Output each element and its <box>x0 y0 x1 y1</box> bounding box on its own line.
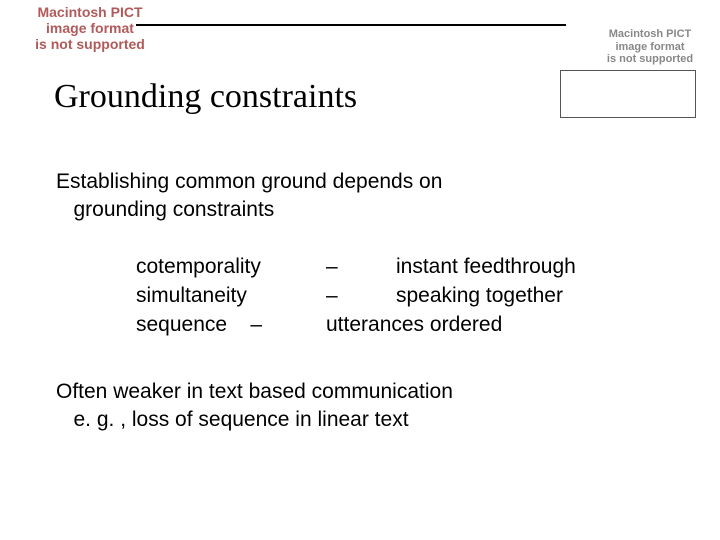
list-item-definition: instant feedthrough <box>396 252 576 281</box>
list-item-definition: speaking together <box>396 281 563 310</box>
list-item-definition: utterances ordered <box>326 310 502 339</box>
outro-text: Often weaker in text based communication… <box>56 378 453 435</box>
list-item-dash: – <box>326 252 338 281</box>
slide-title: Grounding constraints <box>54 78 357 116</box>
pict-placeholder-top-right: Macintosh PICT image format is not suppo… <box>585 28 715 66</box>
intro-text: Establishing common ground depends on gr… <box>56 168 442 225</box>
slide: Macintosh PICT image format is not suppo… <box>0 0 720 540</box>
pict-placeholder-top-left: Macintosh PICT image format is not suppo… <box>10 4 170 52</box>
list-item-term: sequence – <box>136 310 262 339</box>
list-item-term: simultaneity <box>136 281 247 310</box>
list-item-dash: – <box>326 281 338 310</box>
side-box <box>560 70 696 118</box>
list-item-term: cotemporality <box>136 252 261 281</box>
top-rule <box>136 24 566 26</box>
